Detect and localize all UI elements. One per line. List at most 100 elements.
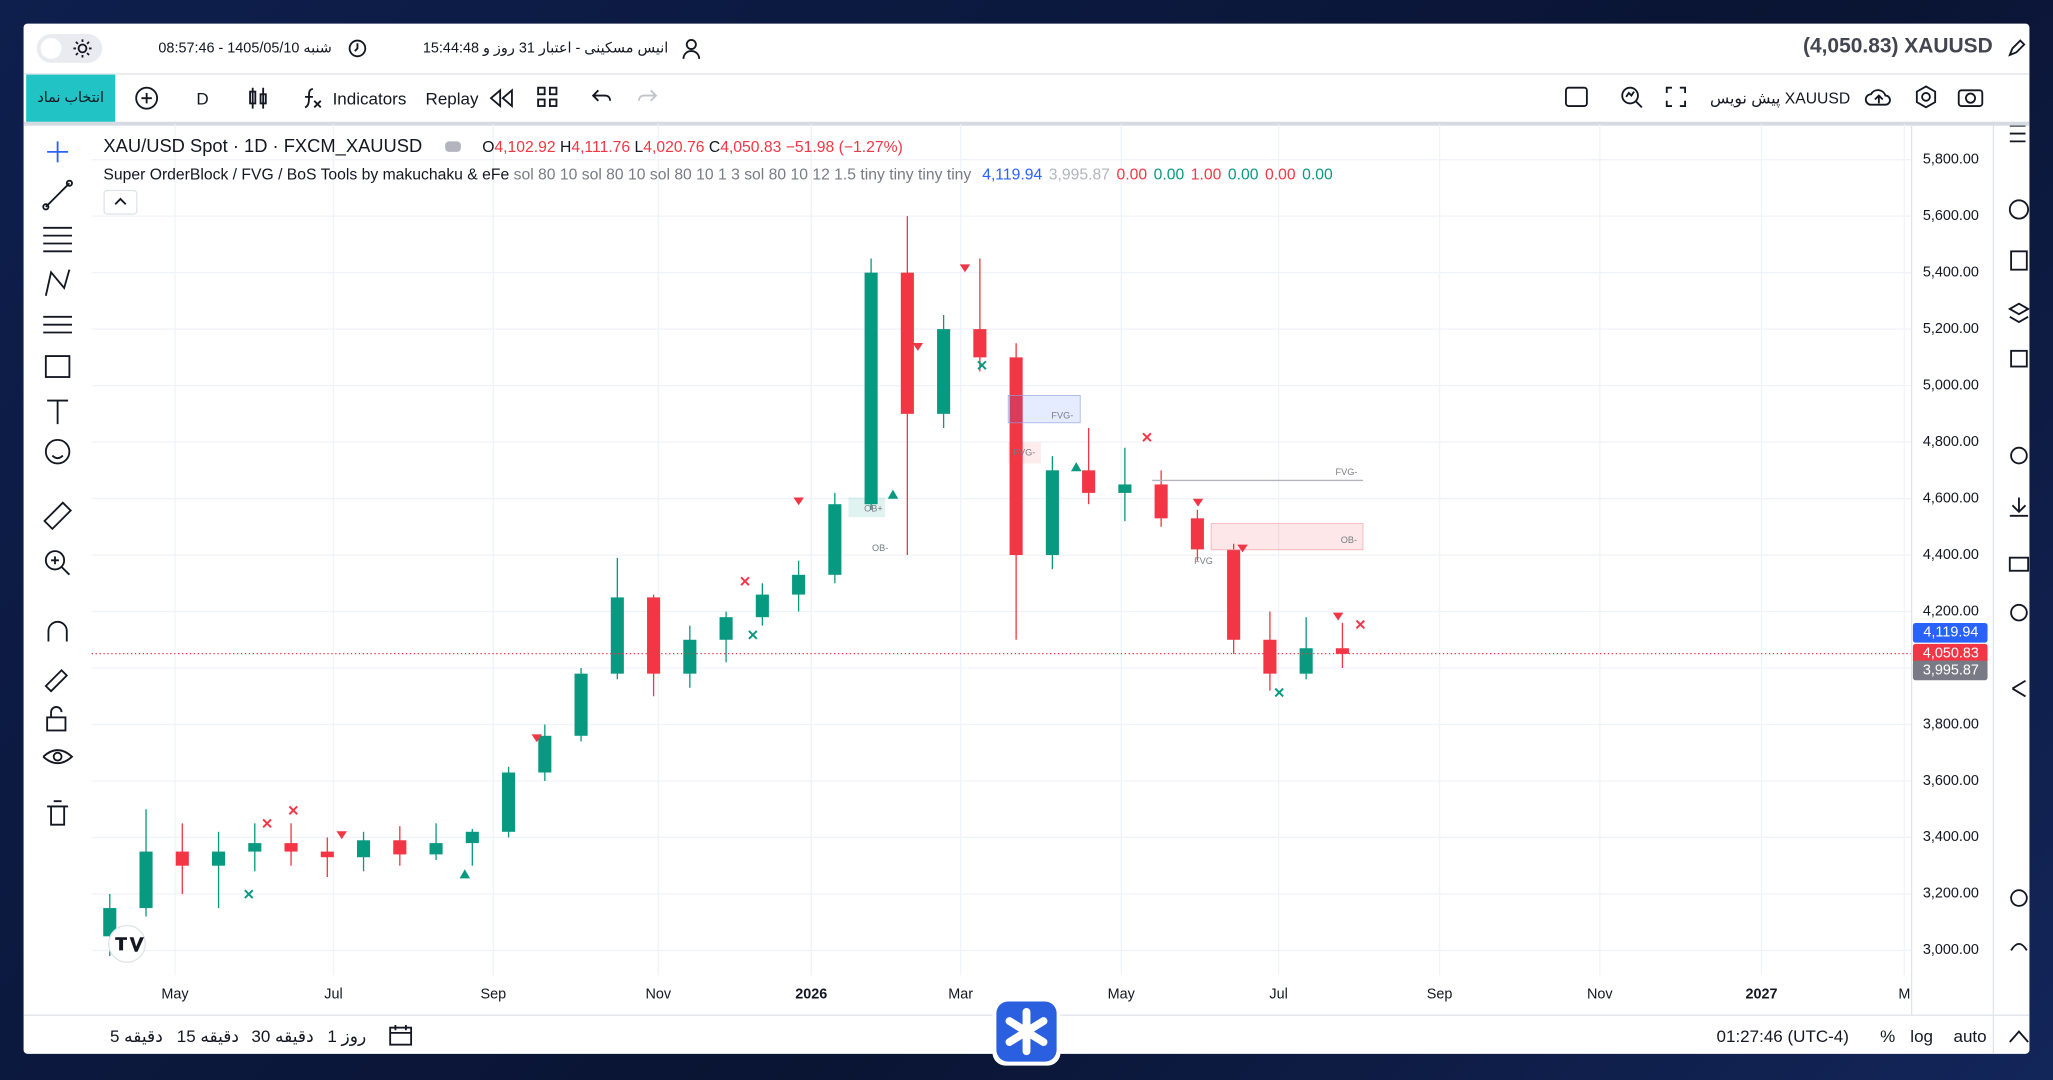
candle-body <box>574 673 588 736</box>
ohlc-label: L <box>634 137 644 156</box>
symbol-price: (4,050.83) XAUUSD <box>1802 35 1993 58</box>
x-tick-label: Sep <box>1427 987 1453 1003</box>
interval-5m[interactable]: 5 دقیقه <box>109 1026 163 1046</box>
indicator-value: 0.00 <box>1116 164 1148 184</box>
candle-body <box>465 831 479 844</box>
indicator-legend: Super OrderBlock / FVG / BoS Tools by ma… <box>103 165 1332 183</box>
theme-toggle[interactable] <box>36 34 103 63</box>
price-marker-label: 3,995.87 <box>1923 662 1979 678</box>
layout-icon[interactable] <box>537 86 558 107</box>
top-bar: 08:57:46 - 1405/05/10 شنبه 15:44:48 انیس… <box>23 24 2030 75</box>
undo-icon[interactable] <box>591 88 613 106</box>
percent-toggle[interactable]: % <box>1880 1026 1896 1046</box>
candle-body <box>1118 484 1132 493</box>
x-tick-label: Mar <box>948 987 973 1003</box>
y-tick-label: 3,400.00 <box>1923 829 1979 845</box>
candle-body <box>900 272 914 414</box>
indicator-value: 0.00 <box>1302 164 1333 184</box>
edit-icon[interactable] <box>2006 38 2027 59</box>
indicator-value: 0.00 <box>1153 164 1185 184</box>
price-marker <box>1912 643 1988 664</box>
candle-body <box>357 840 371 858</box>
candle-body <box>284 843 298 852</box>
drawing-toolbar <box>42 141 74 826</box>
annotation: FVG- <box>1335 467 1357 477</box>
cloud-icon[interactable] <box>1864 86 1893 107</box>
candle-body <box>139 851 153 909</box>
right-sidebar <box>1992 124 2030 1054</box>
candle-body <box>1263 639 1277 674</box>
candle-body <box>828 504 842 575</box>
replay-icon[interactable] <box>487 86 516 110</box>
ohlc-label: O <box>482 137 495 156</box>
x-tick-label: Nov <box>646 987 672 1003</box>
interval-30m[interactable]: 30 دقیقه <box>251 1026 314 1046</box>
tv-logo-mark <box>115 937 145 952</box>
indicator-boxes: FVG- FVG- OB- FVG- OB- OB+ FVG <box>244 264 1365 899</box>
candle-body <box>755 594 769 618</box>
replay-button[interactable]: Replay <box>425 89 479 109</box>
candle-body <box>1154 484 1168 519</box>
candle-body <box>1335 648 1349 654</box>
x-tick-label: 2027 <box>1745 987 1777 1003</box>
settings-icon[interactable] <box>1914 85 1938 109</box>
select-symbol[interactable]: انتخاب نماد <box>26 74 116 122</box>
x-tick-label: Jul <box>1269 987 1287 1003</box>
candle-body <box>864 272 878 505</box>
legend-title: XAU/USD Spot · 1D · FXCM_XAUUSD <box>103 134 423 156</box>
price-marker-label: 4,119.94 <box>1923 625 1978 641</box>
candle-body <box>175 851 189 866</box>
indicator-value: 0.00 <box>1264 164 1296 184</box>
window-icon[interactable] <box>1565 86 1589 107</box>
candle-body <box>610 597 624 674</box>
candle-body <box>1227 549 1241 640</box>
alert-icon[interactable] <box>1620 85 1644 109</box>
y-tick-label: 3,000.00 <box>1923 942 1979 958</box>
ohlc-value: 4,050.83 <box>720 137 782 156</box>
y-tick-label: 3,200.00 <box>1923 886 1979 902</box>
candle-body <box>719 617 733 640</box>
candle-body <box>393 840 407 855</box>
annotation: OB+ <box>864 504 883 514</box>
y-tick-label: 5,800.00 <box>1923 151 1979 167</box>
indicator-name: Super OrderBlock / FVG / BoS Tools by ma… <box>103 164 510 184</box>
candle-body <box>211 851 226 866</box>
legend: XAU/USD Spot · 1D · FXCM_XAUUSD O4,102.9… <box>103 135 902 156</box>
interval-1d[interactable]: 1 روز <box>327 1026 367 1046</box>
x-tick-label: Jul <box>324 987 342 1003</box>
y-tick-label: 4,800.00 <box>1923 434 1979 450</box>
ohlc-value: 4,020.76 <box>643 137 705 156</box>
candle-body <box>792 574 806 595</box>
collapse-button[interactable] <box>103 189 138 215</box>
y-tick-label: 3,600.00 <box>1923 773 1979 789</box>
add-icon[interactable] <box>135 86 159 110</box>
draft-label[interactable]: پیش نویس XAUUSD <box>1709 89 1851 108</box>
ohlc: O4,102.92 H4,111.76 L4,020.76 C4,050.83 … <box>482 137 903 155</box>
candle-body <box>320 851 334 858</box>
indicator-value: 3,995.87 <box>1048 164 1110 184</box>
auto-toggle[interactable]: auto <box>1953 1026 1987 1046</box>
chart-type-icon[interactable] <box>247 86 268 110</box>
interval[interactable]: D <box>196 89 209 109</box>
indicators-button[interactable]: Indicators <box>332 89 407 109</box>
annotation: FVG- <box>1013 447 1035 457</box>
indicator-value: 1.00 <box>1190 164 1222 184</box>
x-tick-label: May <box>161 987 189 1003</box>
user-icon <box>682 39 701 59</box>
annotation: OB- <box>872 543 888 553</box>
camera-icon[interactable] <box>1957 86 1984 107</box>
fullscreen-icon[interactable] <box>1665 86 1686 107</box>
ohlc-label: H <box>559 137 572 156</box>
fx-icon[interactable] <box>301 86 325 110</box>
clock: 01:27:46 (UTC-4) <box>1716 1026 1849 1046</box>
x-tick-label: 2026 <box>795 987 827 1003</box>
y-tick-label: 4,200.00 <box>1923 603 1979 619</box>
y-tick-label: 5,400.00 <box>1923 264 1979 280</box>
log-toggle[interactable]: log <box>1910 1026 1934 1046</box>
candle-body <box>502 772 516 832</box>
interval-15m[interactable]: 15 دقیقه <box>176 1026 240 1046</box>
candle-body <box>683 639 697 674</box>
calendar-icon[interactable] <box>389 1024 413 1048</box>
